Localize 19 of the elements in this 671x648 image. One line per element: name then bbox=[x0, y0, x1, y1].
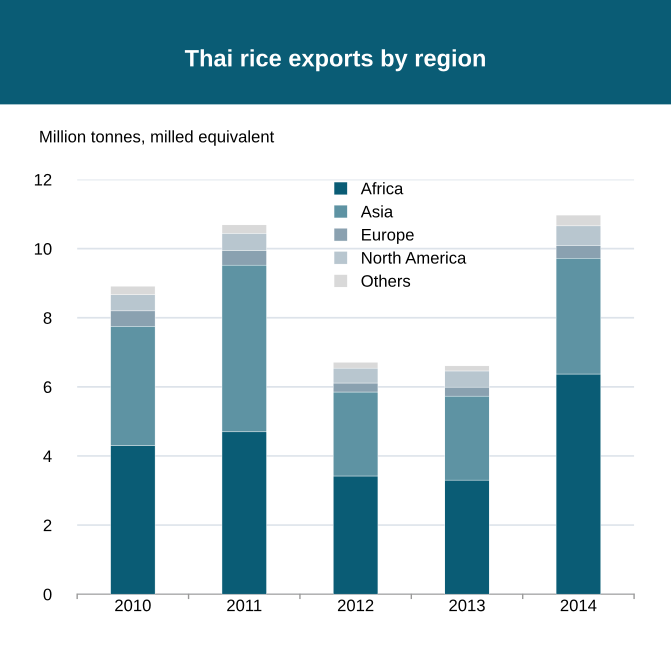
y-axis-title: Million tonnes, milled equivalent bbox=[40, 130, 274, 146]
y-tick-label: 0 bbox=[44, 588, 52, 600]
legend-label: Africa bbox=[360, 182, 404, 194]
x-tick-label: 2010 bbox=[115, 600, 151, 612]
y-tick-label: 2 bbox=[44, 519, 52, 532]
x-tick-label: 2014 bbox=[560, 600, 596, 612]
y-tick-label: 10 bbox=[34, 243, 52, 255]
y-tick-label: 8 bbox=[44, 312, 52, 324]
y-tick-label: 6 bbox=[44, 381, 52, 394]
legend-label: Others bbox=[362, 274, 410, 287]
legend-label: Europe bbox=[362, 229, 414, 244]
y-tick-label: 12 bbox=[34, 174, 52, 186]
legend-label: North America bbox=[362, 252, 466, 264]
x-tick-label: 2012 bbox=[338, 600, 374, 612]
legend-label: Asia bbox=[360, 205, 394, 218]
chart-title: Thai rice exports by region bbox=[184, 49, 485, 72]
x-tick-label: 2013 bbox=[449, 600, 485, 612]
y-tick-label: 4 bbox=[43, 450, 52, 462]
x-tick-label: 2011 bbox=[227, 600, 262, 612]
